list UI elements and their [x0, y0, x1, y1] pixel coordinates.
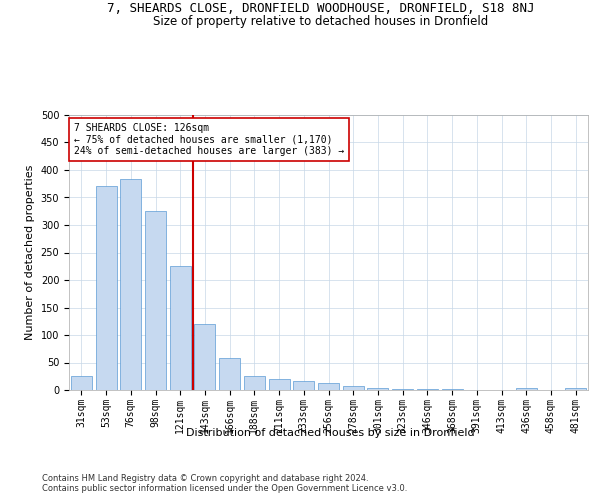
Bar [269, 379, 290, 390]
Text: 7, SHEARDS CLOSE, DRONFIELD WOODHOUSE, DRONFIELD, S18 8NJ: 7, SHEARDS CLOSE, DRONFIELD WOODHOUSE, D… [107, 2, 535, 16]
Bar [145, 211, 166, 390]
Bar [343, 386, 364, 390]
Bar [170, 266, 191, 390]
Bar [367, 388, 388, 390]
Text: Size of property relative to detached houses in Dronfield: Size of property relative to detached ho… [154, 15, 488, 28]
Bar [516, 388, 537, 390]
Bar [293, 381, 314, 390]
Bar [71, 376, 92, 390]
Y-axis label: Number of detached properties: Number of detached properties [25, 165, 35, 340]
Text: 7 SHEARDS CLOSE: 126sqm
← 75% of detached houses are smaller (1,170)
24% of semi: 7 SHEARDS CLOSE: 126sqm ← 75% of detache… [74, 123, 344, 156]
Text: Distribution of detached houses by size in Dronfield: Distribution of detached houses by size … [185, 428, 475, 438]
Bar [120, 180, 141, 390]
Bar [194, 324, 215, 390]
Bar [219, 358, 240, 390]
Bar [392, 389, 413, 390]
Bar [318, 383, 339, 390]
Bar [565, 388, 586, 390]
Text: Contains HM Land Registry data © Crown copyright and database right 2024.: Contains HM Land Registry data © Crown c… [42, 474, 368, 483]
Bar [95, 186, 116, 390]
Bar [244, 376, 265, 390]
Text: Contains public sector information licensed under the Open Government Licence v3: Contains public sector information licen… [42, 484, 407, 493]
